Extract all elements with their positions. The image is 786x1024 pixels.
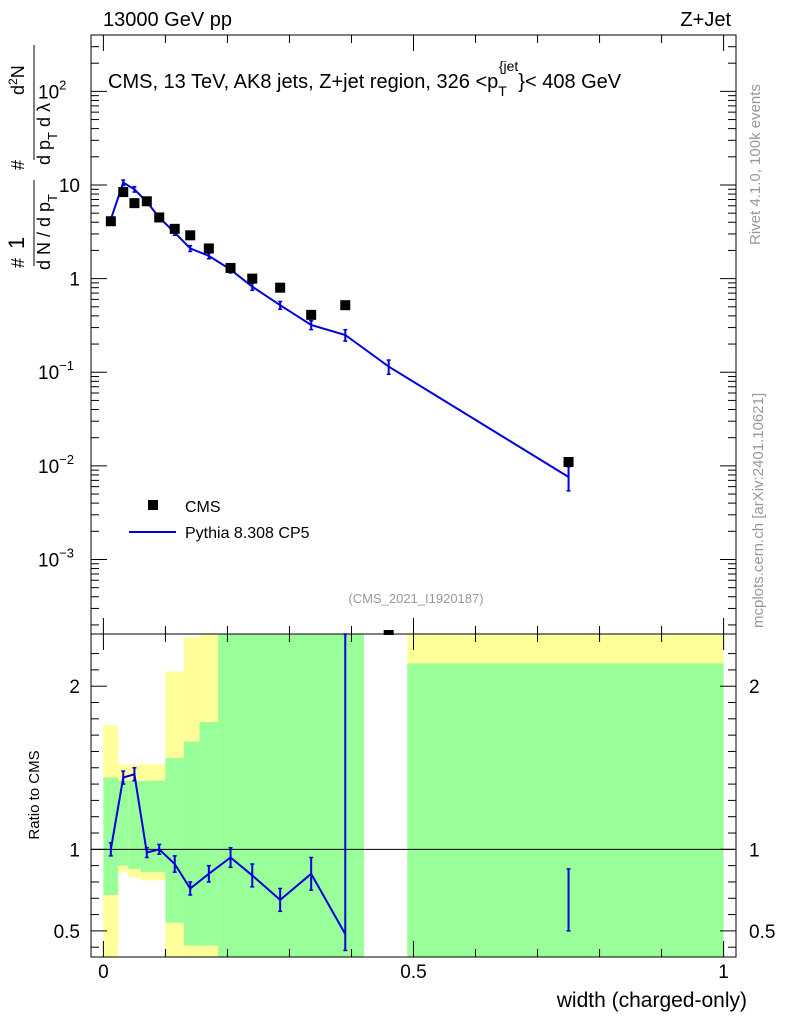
main-series xyxy=(105,179,574,492)
ratio-uncertainty-bands xyxy=(103,634,724,957)
y-tick-label-base: 10 xyxy=(38,457,59,478)
cms-data-point xyxy=(203,243,214,254)
ratio-axes: 0.5 0.5 1 1 2 2 0 0.5 1 xyxy=(54,634,775,983)
ylabel-numerator: d2N xyxy=(6,65,28,95)
y-tick-label-base: 10 xyxy=(38,363,59,384)
y-tick-label: 10 xyxy=(59,176,80,197)
source-label: mcplots.cern.ch [arXiv:2401.10621] xyxy=(750,393,767,628)
main-ylabel: # 1 d N / d pT # d2N d pT d λ xyxy=(4,45,60,270)
chart-title-sup: {jet xyxy=(499,58,519,74)
cms-data-point xyxy=(169,223,180,234)
cms-data-point xyxy=(141,196,152,207)
cms-data-point xyxy=(563,456,574,467)
y-tick-label-exp: 2 xyxy=(59,77,66,92)
ylabel-hash-2: # xyxy=(8,160,28,170)
y-tick-label: 102 xyxy=(38,77,66,103)
y-tick-label: 10−1 xyxy=(38,358,74,384)
ylabel-denominator: d N / d pT xyxy=(34,194,60,270)
x-tick-label: 1 xyxy=(718,962,729,983)
cms-data-point xyxy=(247,273,258,284)
ratio-y-tick-label-right: 0.5 xyxy=(749,922,775,943)
x-tick-label: 0 xyxy=(98,962,109,983)
y-tick-label-base: 10 xyxy=(38,550,59,571)
chart-title-main: CMS, 13 TeV, AK8 jets, Z+jet region, 326… xyxy=(108,71,498,93)
ratio-band-green xyxy=(153,780,166,873)
ratio-band-green xyxy=(165,757,185,923)
y-tick-label: 10−3 xyxy=(38,545,74,571)
ratio-y-tick-label-left: 2 xyxy=(69,677,80,698)
ratio-band-green xyxy=(184,741,200,946)
ratio-band-green xyxy=(218,634,364,957)
ylabel-denominator-2: d pT d λ xyxy=(34,103,60,165)
cms-data-point xyxy=(129,198,140,209)
ratio-band-green xyxy=(103,777,119,896)
ylabel-hash-1: # xyxy=(8,258,28,268)
cms-data-point xyxy=(340,300,351,311)
ylabel-one: 1 xyxy=(4,237,29,249)
main-panel-frame xyxy=(90,34,737,635)
y-tick-label-exp: −1 xyxy=(59,358,74,373)
process-label: Z+Jet xyxy=(680,9,731,31)
cms-overflow-point xyxy=(383,630,394,635)
x-axis-label: width (charged-only) xyxy=(556,989,747,1012)
overflow-marks xyxy=(383,630,394,635)
cms-data-point xyxy=(225,262,236,273)
legend-label-pythia: Pythia 8.308 CP5 xyxy=(185,525,310,542)
ratio-ylabel: Ratio to CMS xyxy=(26,750,43,839)
ratio-y-tick-label-right: 1 xyxy=(749,840,760,861)
cms-data-point xyxy=(306,309,317,320)
x-tick-label: 0.5 xyxy=(400,962,426,983)
legend-marker-cms xyxy=(148,500,158,510)
legend-label-cms: CMS xyxy=(185,499,221,516)
analysis-tag: (CMS_2021_I1920187) xyxy=(348,591,483,606)
chart-title-sub: T xyxy=(498,83,507,99)
ratio-band-green xyxy=(128,780,141,869)
ratio-band-green xyxy=(118,780,129,866)
ratio-y-tick-label-right: 2 xyxy=(749,677,760,698)
y-tick-label-exp: −3 xyxy=(59,545,74,560)
y-tick-label-base: 10 xyxy=(38,82,59,103)
cms-data-point xyxy=(275,282,286,293)
ratio-y-tick-label-left: 0.5 xyxy=(54,922,80,943)
legend: CMS Pythia 8.308 CP5 xyxy=(129,499,310,542)
ratio-y-tick-label-left: 1 xyxy=(69,840,80,861)
cms-data-point xyxy=(154,212,165,223)
ratio-band-green xyxy=(407,663,724,957)
y-tick-label: 10−2 xyxy=(38,452,74,478)
cms-data-point xyxy=(105,216,116,227)
energy-label: 13000 GeV pp xyxy=(103,9,232,31)
y-tick-label: 1 xyxy=(69,270,80,291)
chart-title-tail: }< 408 GeV xyxy=(518,71,622,93)
rivet-version-label: Rivet 4.1.0, 100k events xyxy=(747,84,764,245)
y-tick-label-exp: −2 xyxy=(59,452,74,467)
cms-data-point xyxy=(118,187,129,198)
cms-data-point xyxy=(185,230,196,241)
ratio-band-green xyxy=(199,722,219,946)
chart-title: CMS, 13 TeV, AK8 jets, Z+jet region, 326… xyxy=(108,58,622,99)
ratio-series xyxy=(108,633,571,952)
